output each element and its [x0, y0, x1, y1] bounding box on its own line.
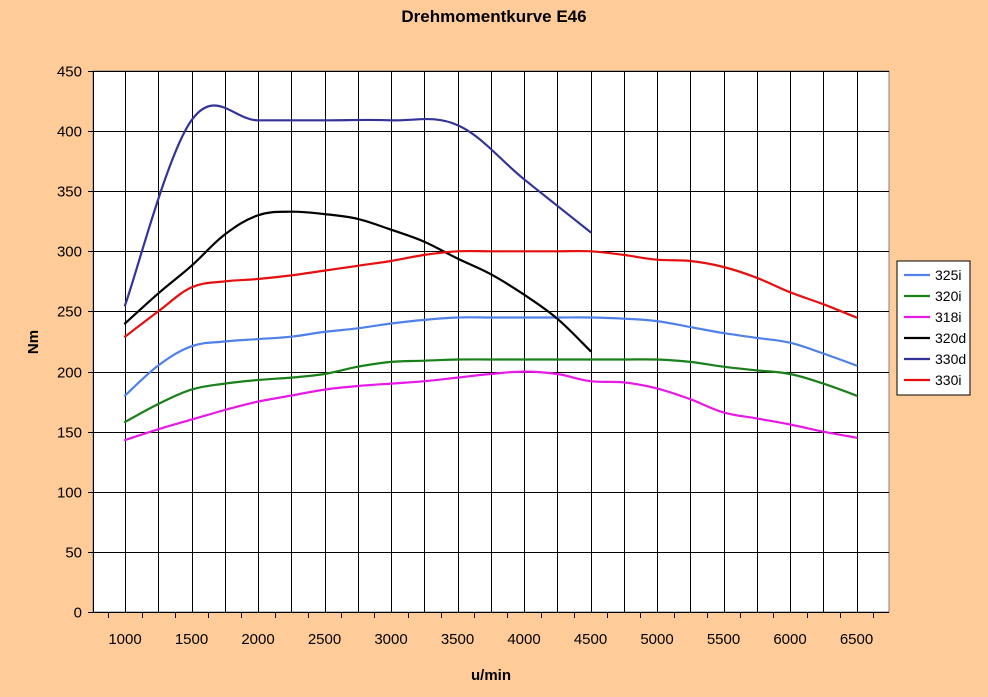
x-tick-label: 5500: [707, 631, 740, 648]
y-tick-label: 50: [65, 545, 82, 562]
x-tick-label: 4000: [507, 631, 540, 648]
series-line-318i: [123, 370, 858, 442]
y-tick-label: 150: [57, 425, 82, 442]
x-tick-label: 1500: [175, 631, 208, 648]
x-tick-label: 2500: [308, 631, 341, 648]
y-axis-label: Nm: [25, 330, 42, 354]
x-tick-label: 2000: [241, 631, 274, 648]
y-tick-label: 400: [57, 124, 82, 141]
legend-label: 318i: [935, 309, 961, 325]
chart-title: Drehmomentkurve E46: [401, 7, 586, 26]
y-tick-label: 0: [74, 605, 82, 622]
series-line-320i: [123, 358, 858, 424]
series-line-320d: [123, 210, 592, 353]
series-line-330d: [123, 104, 592, 307]
x-tick-label: 5000: [640, 631, 673, 648]
legend-label: 320i: [935, 288, 961, 304]
x-tick-label: 4500: [574, 631, 607, 648]
x-tick-label: 3500: [441, 631, 474, 648]
x-tick-label: 1000: [108, 631, 141, 648]
y-tick-label: 450: [57, 64, 82, 81]
legend-label: 330i: [935, 372, 961, 388]
y-tick-label: 200: [57, 365, 82, 382]
series-line-330i: [123, 249, 858, 338]
y-tick-label: 350: [57, 184, 82, 201]
axes: 0 50 100 150 200 250 300 350 400 450 1000 1500 2000 2…: [57, 64, 889, 648]
series-line-325i: [123, 316, 858, 397]
legend-label: 320d: [935, 330, 966, 346]
y-tick-label: 300: [57, 244, 82, 261]
legend: 325i 320i 318i 320d 330d 330i: [896, 260, 971, 396]
x-tick-label: 6000: [773, 631, 806, 648]
y-tick-label: 250: [57, 304, 82, 321]
x-tick-label: 6500: [840, 631, 873, 648]
y-tick-label: 100: [57, 485, 82, 502]
legend-label: 325i: [935, 267, 961, 283]
legend-label: 330d: [935, 351, 966, 367]
legend-box: [896, 260, 971, 396]
x-axis-label: u/min: [471, 667, 511, 684]
x-tick-label: 3000: [374, 631, 407, 648]
series-lines: [123, 104, 858, 442]
